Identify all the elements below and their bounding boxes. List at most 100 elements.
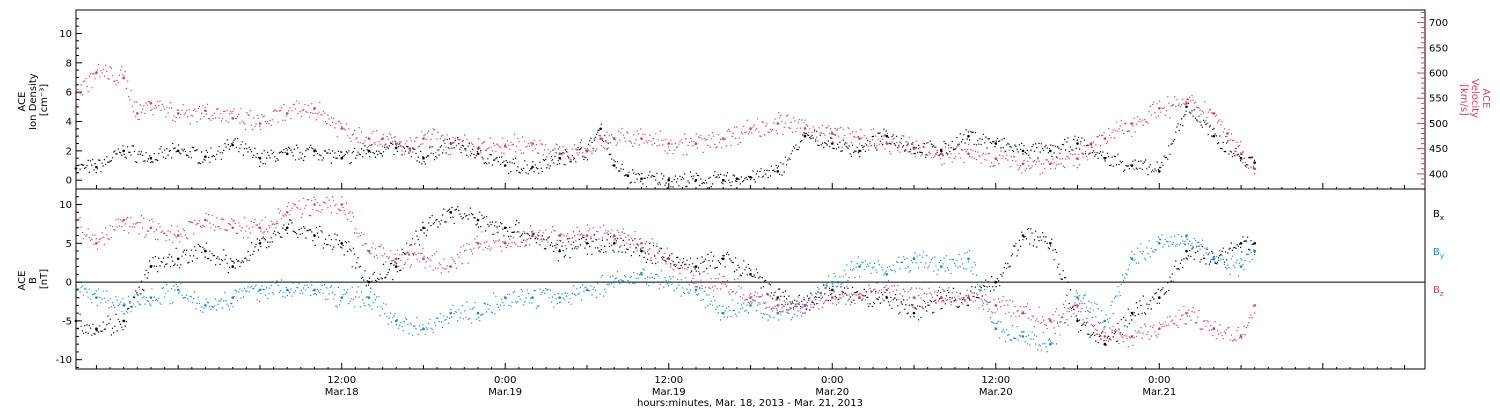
top-series-red-point	[940, 152, 943, 155]
top-series-black-point	[1253, 161, 1256, 164]
bottom-series-bz-point	[394, 257, 398, 261]
top-series-black-point	[1021, 149, 1025, 153]
bottom-series-by-point	[367, 296, 371, 299]
top-series-black-point	[394, 146, 398, 150]
bottom-panel-frame	[75, 188, 1426, 370]
bottom-series-by-point	[149, 296, 153, 299]
bottom-series-bx-point	[912, 311, 916, 315]
top-series-black-point	[1049, 149, 1052, 153]
bottom-y-axis-label-line-1: ACE	[17, 271, 28, 291]
top-series-red-point	[408, 147, 412, 150]
bottom-series-bx-point	[749, 273, 752, 276]
top-series-black-point	[122, 149, 125, 153]
bottom-series-bz-point	[1103, 335, 1107, 338]
top-y-axis-label-line-2: Ion Density	[28, 73, 39, 130]
top-y-axis-label-line-3: [cm⁻³]	[39, 84, 50, 116]
top-series-red-point	[599, 137, 602, 140]
bottom-series-bz-point	[1239, 335, 1243, 338]
top-series-black-point	[313, 149, 316, 153]
bottom-series-by-point	[1185, 234, 1188, 237]
top-series-black-point	[667, 178, 670, 182]
top-y2-tick-label: 700	[1429, 18, 1448, 29]
bottom-series-bz-point	[1021, 311, 1025, 315]
top-series-black-point	[149, 156, 153, 160]
bottom-series-bz-point	[858, 296, 861, 299]
top-series-red-point	[1253, 167, 1256, 171]
top-y-tick-label: 4	[66, 117, 72, 128]
top-y2-tick-label: 500	[1429, 119, 1448, 130]
bottom-series-bz-point	[940, 296, 943, 299]
bottom-series-by-point	[912, 257, 916, 261]
x-tick-time-label: 0:00	[821, 375, 843, 386]
top-series-red-point	[231, 117, 234, 120]
bottom-series-by-point	[1021, 335, 1025, 338]
x-tick-time-label: 12:00	[327, 375, 356, 386]
bottom-series-bx-point	[476, 218, 480, 222]
top-series-red-point	[531, 142, 534, 145]
top-series-red-point	[204, 109, 207, 113]
bottom-series-by-point	[394, 319, 398, 323]
top-series-red-point	[803, 127, 807, 130]
legend-entry-by: By	[1433, 247, 1444, 260]
bottom-series-bz-point	[231, 226, 234, 230]
bottom-series-bx-point	[1021, 234, 1025, 237]
top-series-red-point	[831, 132, 834, 135]
bottom-series-bz-point	[313, 203, 316, 206]
top-series-red-point	[585, 149, 589, 153]
top-series-red-point	[122, 76, 125, 80]
bottom-series-bx-point	[95, 327, 98, 331]
bottom-series-bx-point	[694, 265, 698, 268]
bottom-series-bx-point	[367, 280, 371, 284]
bottom-series-bz-point	[694, 280, 698, 284]
top-y2-axis: 400 450 500 550 600 650 700	[1417, 12, 1448, 185]
bottom-series-bx-point	[340, 242, 344, 245]
bottom-y-axis-label-line-2: B	[28, 277, 39, 284]
top-y2-tick-label: 450	[1429, 144, 1448, 155]
top-series-red-point	[967, 152, 970, 155]
bottom-series-bx-point	[258, 242, 262, 245]
top-series-black-point	[776, 170, 780, 173]
bottom-series-by-point	[776, 311, 780, 315]
bottom-y-tick-label: -10	[56, 355, 72, 366]
top-series-red-point	[258, 122, 262, 125]
top-series-black-point	[967, 134, 970, 138]
bottom-series-by-point	[694, 288, 698, 292]
top-series-red-point	[1130, 122, 1134, 125]
bottom-series-by-point	[885, 273, 889, 276]
x-tick-date-label: Mar.19	[652, 387, 686, 398]
top-series-black-point	[95, 165, 98, 169]
bottom-series-bz-point	[95, 242, 98, 245]
top-series-red-point	[558, 152, 561, 155]
bottom-series-bz-point	[885, 288, 889, 292]
bottom-series-by-point	[1076, 296, 1079, 299]
top-series-red-point	[858, 137, 861, 140]
top-series-red-point	[476, 147, 480, 150]
top-y2-tick-label: 550	[1429, 94, 1448, 105]
top-series-black-point	[599, 127, 602, 131]
bottom-series-by-point	[1049, 342, 1052, 346]
bottom-series-bx-point	[1130, 311, 1134, 315]
top-y2-axis-label-line-3: [km/s]	[1458, 84, 1469, 116]
bottom-series-bx-point	[1049, 242, 1052, 245]
bottom-series-bx-point	[231, 265, 234, 268]
top-series-black-point	[694, 178, 698, 182]
bottom-series-bx-point	[558, 249, 561, 253]
top-y-tick-label: 6	[66, 88, 72, 99]
bottom-series-by-point	[721, 311, 725, 315]
top-y-axis-label: ACE Ion Density [cm⁻³]	[17, 70, 50, 130]
bottom-series-by-point	[95, 296, 98, 299]
bottom-series-by-point	[558, 296, 561, 299]
bottom-y-tick-label: 5	[66, 239, 72, 250]
top-series-red-point	[367, 137, 371, 140]
bottom-series-bz-point	[967, 296, 970, 299]
top-series-black-point	[1158, 170, 1161, 173]
bottom-panel-markers	[74, 196, 1256, 353]
bottom-y-axis-label-line-3: [nT]	[39, 269, 50, 289]
top-series-black-point	[994, 142, 998, 145]
bottom-series-by-point	[1239, 265, 1243, 268]
top-series-black-point	[258, 156, 262, 160]
top-series-black-point	[422, 156, 425, 160]
top-series-black-point	[612, 164, 616, 167]
top-y-axis: 0 2 4 6 8 10	[59, 18, 82, 187]
x-tick-time-label: 12:00	[654, 375, 683, 386]
